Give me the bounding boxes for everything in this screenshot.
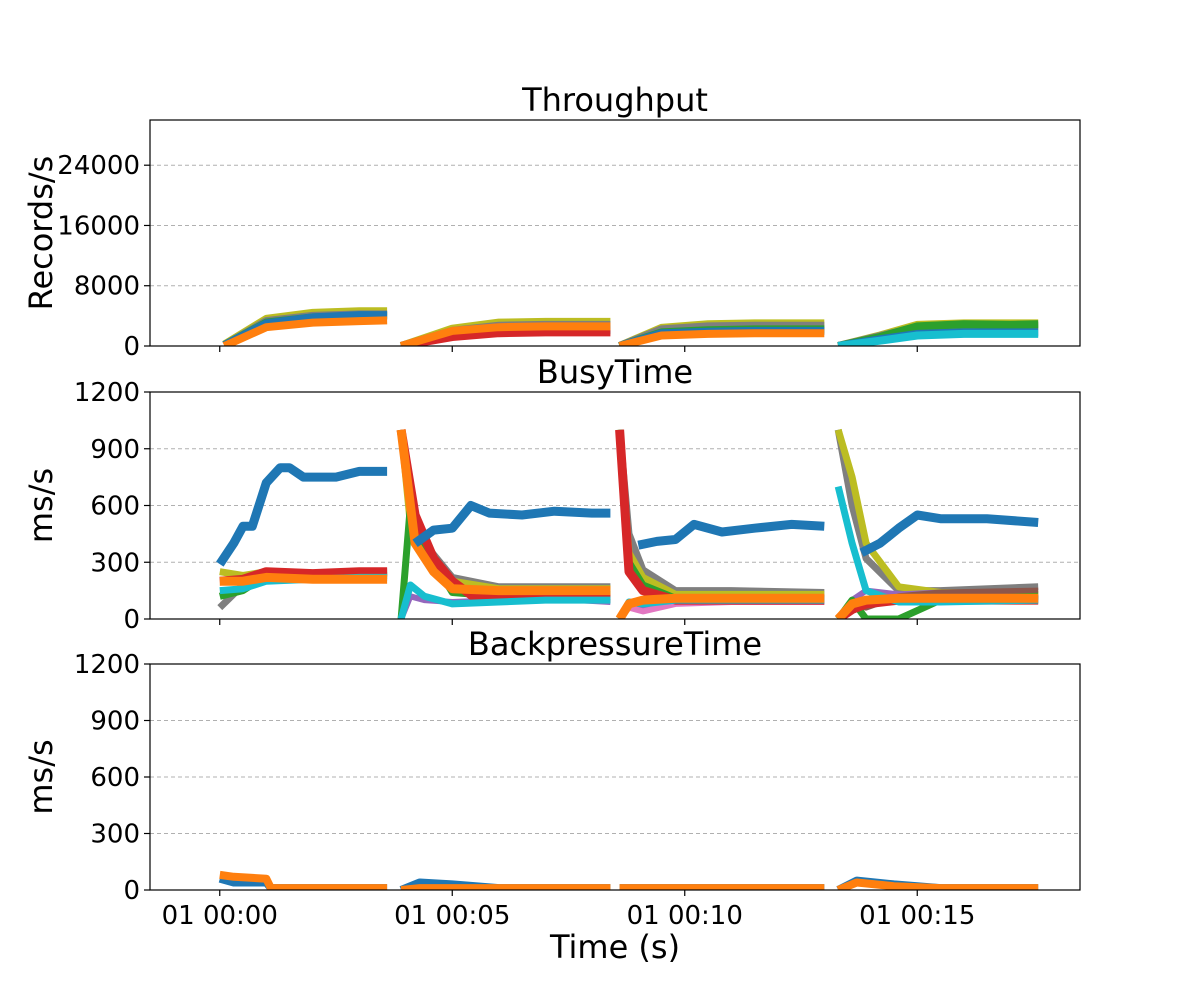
x-tick-label: 01 00:10 xyxy=(627,901,743,931)
series-line xyxy=(397,581,611,619)
panel-title: Throughput xyxy=(521,81,708,119)
y-tick-label: 0 xyxy=(123,605,140,635)
series-line xyxy=(637,519,825,550)
y-tick-label: 900 xyxy=(90,435,140,465)
series-line xyxy=(836,878,1039,890)
series-line xyxy=(616,429,825,598)
panels-root: 0 8000 16000 24000 Throughput Records/s 0 300 60… xyxy=(22,81,1081,931)
y-axis-label: ms/s xyxy=(22,468,60,543)
series-line xyxy=(222,316,388,346)
x-tick-label: 01 00:05 xyxy=(394,901,510,931)
y-tick-label: 0 xyxy=(123,332,140,362)
y-tick-label: 300 xyxy=(90,820,140,850)
series-line xyxy=(618,329,825,346)
y-tick-label: 900 xyxy=(90,707,140,737)
series-group xyxy=(216,428,1039,619)
series-line xyxy=(859,510,1039,557)
y-axis-label: ms/s xyxy=(22,739,60,814)
series-line xyxy=(412,501,611,547)
plot-frame xyxy=(149,119,1081,347)
y-axis-label: Records/s xyxy=(22,156,60,311)
series-line xyxy=(216,463,388,567)
series-line xyxy=(219,572,388,586)
y-tick-label: 16000 xyxy=(57,211,140,241)
y-tick-label: 600 xyxy=(90,763,140,793)
series-line xyxy=(615,593,825,619)
y-tick-label: 0 xyxy=(123,876,140,906)
series-line xyxy=(400,884,611,890)
panel-busytime: 0 300 600 900 1200 BusyTime ms/s xyxy=(22,353,1081,635)
panel-title: BusyTime xyxy=(537,353,693,391)
y-tick-label: 8000 xyxy=(74,272,140,302)
panel-title: BackpressureTime xyxy=(468,625,762,663)
y-tick-label: 1200 xyxy=(74,650,140,680)
series-group xyxy=(218,870,1039,890)
series-line xyxy=(399,322,611,346)
panel-backpressuretime: 0 300 600 900 1200 BackpressureTime ms/s 01 00:… xyxy=(22,625,1081,931)
series-line xyxy=(219,870,388,890)
x-tick-label: 01 00:15 xyxy=(859,901,975,931)
y-tick-label: 600 xyxy=(90,492,140,522)
panel-throughput: 0 8000 16000 24000 Throughput Records/s xyxy=(22,81,1081,362)
y-tick-label: 1200 xyxy=(74,378,140,408)
series-group xyxy=(222,307,1039,346)
series-line xyxy=(834,429,1039,595)
series-line xyxy=(837,329,1039,346)
x-tick-label: 01 00:00 xyxy=(162,901,278,931)
series-line xyxy=(834,593,1039,619)
x-axis-label: Time (s) xyxy=(549,928,680,966)
y-tick-label: 300 xyxy=(90,548,140,578)
series-line xyxy=(400,328,611,346)
series-line xyxy=(834,428,1039,598)
y-tick-label: 24000 xyxy=(57,151,140,181)
series-line xyxy=(616,429,825,596)
